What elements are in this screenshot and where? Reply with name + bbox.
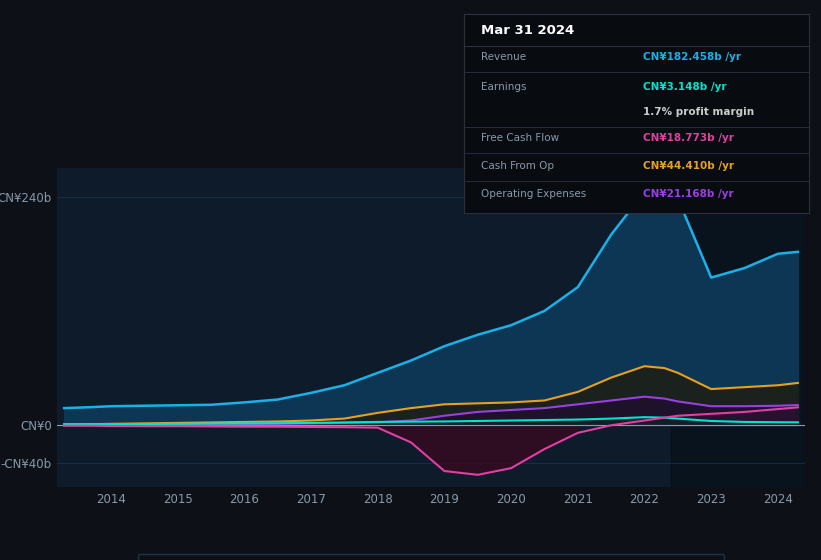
Text: CN¥182.458b /yr: CN¥182.458b /yr [643, 52, 741, 62]
Text: Operating Expenses: Operating Expenses [481, 189, 586, 199]
Text: Free Cash Flow: Free Cash Flow [481, 133, 559, 143]
Text: Cash From Op: Cash From Op [481, 161, 554, 171]
Text: Earnings: Earnings [481, 82, 526, 92]
Text: CN¥21.168b /yr: CN¥21.168b /yr [643, 189, 734, 199]
Text: CN¥3.148b /yr: CN¥3.148b /yr [643, 82, 727, 92]
Text: Revenue: Revenue [481, 52, 526, 62]
Text: 1.7% profit margin: 1.7% profit margin [643, 108, 754, 118]
Text: CN¥18.773b /yr: CN¥18.773b /yr [643, 133, 734, 143]
Bar [671, 168, 805, 487]
Text: CN¥44.410b /yr: CN¥44.410b /yr [643, 161, 734, 171]
Text: Mar 31 2024: Mar 31 2024 [481, 24, 575, 37]
Legend: Revenue, Earnings, Free Cash Flow, Cash From Op, Operating Expenses: Revenue, Earnings, Free Cash Flow, Cash … [138, 554, 724, 560]
